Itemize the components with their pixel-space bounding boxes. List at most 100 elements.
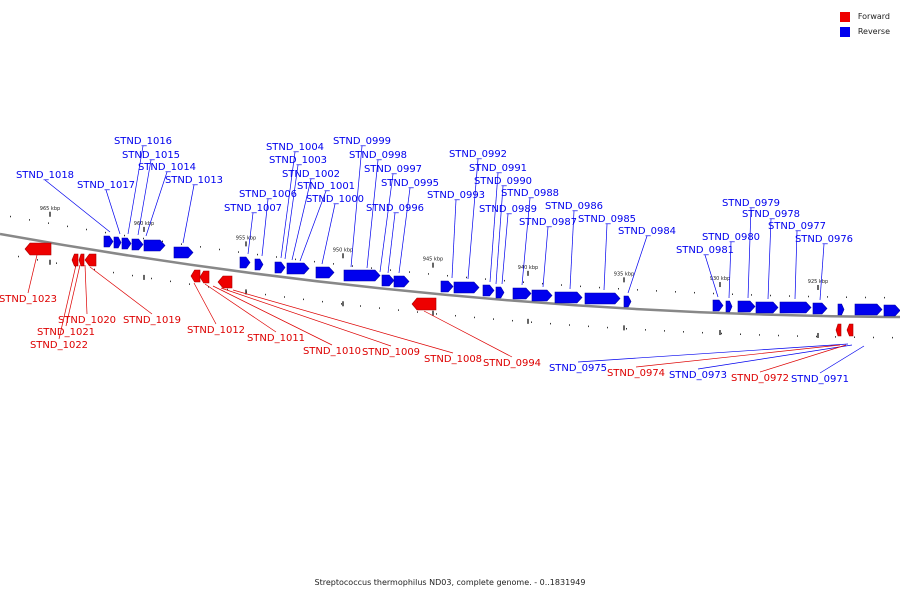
minor-tick — [151, 277, 152, 280]
reverse-gene-label[interactable]: STND_0975 — [549, 363, 607, 374]
reverse-gene-label[interactable]: STND_0991 — [469, 163, 527, 174]
reverse-gene-feature[interactable] — [274, 261, 286, 274]
forward-gene-feature[interactable] — [71, 253, 79, 267]
reverse-gene-feature[interactable] — [712, 299, 724, 312]
reverse-gene-label[interactable]: STND_1003 — [269, 155, 327, 166]
reverse-gene-label[interactable]: STND_0995 — [381, 178, 439, 189]
reverse-gene-feature[interactable] — [113, 236, 122, 249]
forward-gene-label[interactable]: STND_0972 — [731, 373, 789, 384]
reverse-gene-label[interactable]: STND_0973 — [669, 370, 727, 381]
reverse-gene-feature[interactable] — [779, 301, 812, 314]
reverse-gene-feature[interactable] — [495, 286, 505, 299]
forward-gene-label[interactable]: STND_0974 — [607, 368, 665, 379]
reverse-gene-label[interactable]: STND_0985 — [578, 214, 636, 225]
forward-gene-label[interactable]: STND_1012 — [187, 325, 245, 336]
reverse-gene-label[interactable]: STND_1018 — [16, 170, 74, 181]
forward-gene-label[interactable]: STND_1022 — [30, 340, 88, 351]
reverse-gene-label[interactable]: STND_0987 — [519, 217, 577, 228]
forward-gene-feature[interactable] — [411, 297, 437, 311]
minor-tick — [303, 298, 304, 301]
reverse-gene-feature[interactable] — [440, 280, 454, 293]
reverse-gene-label[interactable]: STND_1015 — [122, 150, 180, 161]
reverse-gene-feature[interactable] — [725, 300, 733, 313]
reverse-gene-label[interactable]: STND_1017 — [77, 180, 135, 191]
reverse-gene-feature[interactable] — [554, 291, 583, 304]
leader-line — [261, 198, 269, 257]
reverse-gene-feature[interactable] — [381, 274, 395, 287]
reverse-gene-label[interactable]: STND_0996 — [366, 203, 424, 214]
reverse-gene-feature[interactable] — [837, 303, 845, 316]
forward-gene-label[interactable]: STND_1021 — [37, 327, 95, 338]
reverse-gene-feature[interactable] — [173, 246, 194, 259]
reverse-gene-label[interactable]: STND_1006 — [239, 189, 297, 200]
reverse-gene-feature[interactable] — [286, 262, 310, 275]
reverse-gene-label[interactable]: STND_0997 — [364, 164, 422, 175]
reverse-gene-feature[interactable] — [343, 269, 381, 282]
reverse-gene-label[interactable]: STND_0979 — [722, 198, 780, 209]
reverse-gene-label[interactable]: STND_0978 — [742, 209, 800, 220]
forward-gene-label[interactable]: STND_1011 — [247, 333, 305, 344]
reverse-gene-label[interactable]: STND_0986 — [545, 201, 603, 212]
reverse-gene-feature[interactable] — [883, 304, 900, 317]
leader-line — [635, 344, 841, 368]
reverse-gene-label[interactable]: STND_1007 — [224, 203, 282, 214]
reverse-gene-label[interactable]: STND_1016 — [114, 136, 172, 147]
reverse-gene-label[interactable]: STND_1004 — [266, 142, 324, 153]
minor-tick — [865, 296, 866, 299]
minor-tick — [29, 219, 30, 221]
forward-gene-feature[interactable] — [217, 275, 233, 289]
forward-gene-feature[interactable] — [24, 242, 52, 256]
reverse-gene-feature[interactable] — [531, 289, 553, 302]
reverse-gene-label[interactable]: STND_1001 — [297, 181, 355, 192]
forward-gene-feature[interactable] — [84, 253, 97, 267]
reverse-gene-feature[interactable] — [812, 302, 828, 315]
reverse-gene-label[interactable]: STND_0981 — [676, 245, 734, 256]
forward-gene-label[interactable]: STND_1020 — [58, 315, 116, 326]
reverse-gene-feature[interactable] — [854, 303, 883, 316]
reverse-gene-label[interactable]: STND_0980 — [702, 232, 760, 243]
reverse-gene-feature[interactable] — [584, 292, 621, 305]
reverse-gene-label[interactable]: STND_0990 — [474, 176, 532, 187]
forward-gene-feature[interactable] — [199, 270, 210, 284]
reverse-gene-label[interactable]: STND_0992 — [449, 149, 507, 160]
reverse-gene-label[interactable]: STND_0971 — [791, 374, 849, 385]
reverse-gene-label[interactable]: STND_0976 — [795, 234, 853, 245]
forward-gene-label[interactable]: STND_1010 — [303, 346, 361, 357]
reverse-gene-label[interactable]: STND_0999 — [333, 136, 391, 147]
forward-gene-label[interactable]: STND_1008 — [424, 354, 482, 365]
reverse-gene-feature[interactable] — [239, 256, 251, 269]
leader-line — [212, 285, 333, 346]
reverse-gene-feature[interactable] — [623, 295, 632, 308]
reverse-gene-feature[interactable] — [482, 284, 495, 297]
minor-tick — [276, 256, 277, 258]
reverse-gene-feature[interactable] — [512, 287, 532, 300]
reverse-gene-feature[interactable] — [103, 235, 114, 248]
forward-gene-label[interactable]: STND_0994 — [483, 358, 541, 369]
reverse-gene-label[interactable]: STND_1014 — [138, 162, 196, 173]
forward-gene-feature[interactable] — [835, 323, 842, 337]
reverse-gene-feature[interactable] — [453, 281, 480, 294]
reverse-gene-feature[interactable] — [737, 300, 756, 313]
reverse-gene-label[interactable]: STND_1000 — [306, 194, 364, 205]
forward-gene-label[interactable]: STND_1009 — [362, 347, 420, 358]
reverse-gene-feature[interactable] — [755, 301, 779, 314]
reverse-gene-feature[interactable] — [143, 239, 166, 252]
reverse-gene-feature[interactable] — [131, 238, 144, 251]
reverse-gene-feature[interactable] — [315, 266, 335, 279]
forward-gene-label[interactable]: STND_1019 — [123, 315, 181, 326]
reverse-gene-feature[interactable] — [254, 258, 264, 271]
reverse-gene-label[interactable]: STND_0984 — [618, 226, 676, 237]
forward-gene-feature[interactable] — [78, 253, 85, 267]
forward-gene-feature[interactable] — [190, 269, 201, 283]
reverse-gene-label[interactable]: STND_0993 — [427, 190, 485, 201]
reverse-gene-label[interactable]: STND_1002 — [282, 169, 340, 180]
reverse-gene-feature[interactable] — [121, 237, 132, 250]
reverse-gene-label[interactable]: STND_0998 — [349, 150, 407, 161]
reverse-gene-label[interactable]: STND_0988 — [501, 188, 559, 199]
reverse-gene-label[interactable]: STND_1013 — [165, 175, 223, 186]
forward-gene-feature[interactable] — [846, 323, 854, 337]
reverse-gene-feature[interactable] — [393, 275, 410, 288]
forward-gene-label[interactable]: STND_1023 — [0, 294, 57, 305]
reverse-gene-label[interactable]: STND_0989 — [479, 204, 537, 215]
reverse-gene-label[interactable]: STND_0977 — [768, 221, 826, 232]
